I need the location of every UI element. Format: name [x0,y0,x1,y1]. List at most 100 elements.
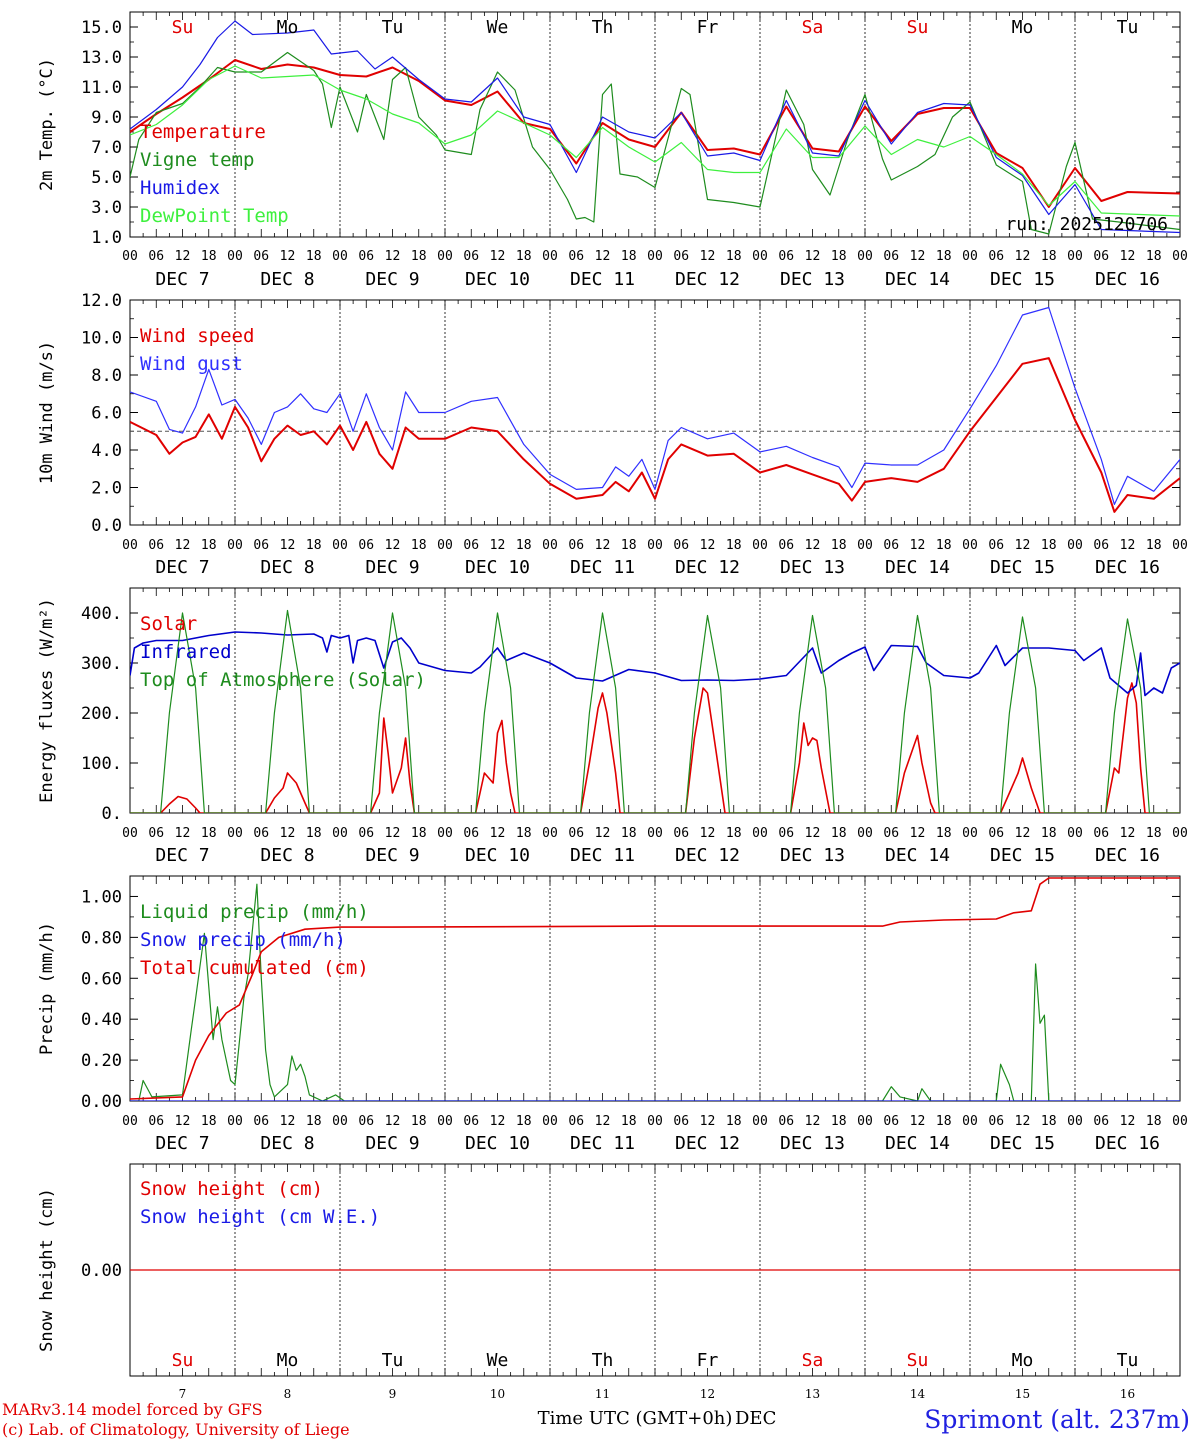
hour-tick-label: 00 [332,249,348,264]
weekday-label-top: Tu [1117,17,1139,38]
hour-tick-label: 06 [358,826,374,841]
hour-tick-label: 00 [752,538,768,553]
hour-tick-label: 00 [332,826,348,841]
weekday-label-top: Su [907,17,929,38]
hour-tick-label: 18 [621,826,637,841]
y-axis-label: Energy fluxes (W/m²) [37,598,57,803]
weekday-label-bottom: Tu [382,1350,404,1371]
hour-tick-label: 06 [883,826,899,841]
hour-tick-label: 06 [1093,249,1109,264]
hour-tick-label: 12 [1120,826,1136,841]
weekday-label-bottom: Su [172,1350,194,1371]
hour-tick-label: 06 [673,249,689,264]
date-label: DEC 14 [885,269,950,290]
hour-tick-label: 18 [936,1114,952,1129]
series-top-of-atmosphere-solar [130,609,1180,813]
date-label: DEC 9 [365,1133,419,1154]
hour-tick-label: 00 [1067,1114,1083,1129]
hour-tick-label: 18 [201,826,217,841]
hour-tick-label: 06 [463,538,479,553]
hour-tick-label: 00 [227,249,243,264]
hour-tick-label: 00 [857,249,873,264]
hour-tick-label: 12 [700,249,716,264]
hour-tick-label: 00 [1172,826,1188,841]
hour-tick-label: 18 [306,1114,322,1129]
date-label: DEC 12 [675,845,740,866]
hour-tick-label: 12 [175,249,191,264]
y-tick-label: 400. [81,604,122,624]
hour-tick-label: 12 [595,249,611,264]
weekday-label-bottom: Th [592,1350,614,1371]
hour-tick-label: 18 [831,826,847,841]
hour-tick-label: 18 [1041,1114,1057,1129]
day-number: 15 [1015,1387,1030,1401]
hour-tick-label: 12 [1015,826,1031,841]
date-label: DEC 15 [990,269,1055,290]
y-tick-label: 12.0 [81,291,122,311]
day-number: 12 [700,1387,715,1401]
y-tick-label: 1.0 [91,228,122,248]
y-axis-label: 2m Temp. (°C) [37,58,57,191]
hour-tick-label: 12 [805,538,821,553]
hour-tick-label: 18 [726,826,742,841]
panel-5: 0.00 Snow height (cm) Snow height (cm) Snow… [37,1163,1181,1377]
hour-tick-label: 06 [883,1114,899,1129]
series-liquid-precip-mm-h [130,883,1180,1101]
hour-tick-label: 18 [306,249,322,264]
weekday-label-top: Mo [1012,17,1034,38]
hour-tick-label: 12 [385,538,401,553]
date-label: DEC 8 [260,269,314,290]
hour-tick-label: 18 [936,538,952,553]
hour-tick-label: 12 [490,538,506,553]
series-total-cumulated-cm [130,877,1180,1100]
weekday-label-top: Tu [382,17,404,38]
legend-entry: Liquid precip (mm/h) [140,901,369,923]
date-label: DEC 11 [570,557,635,578]
y-tick-label: 13.0 [81,48,122,68]
hour-tick-label: 12 [385,1114,401,1129]
hour-tick-label: 06 [778,249,794,264]
hour-tick-label: 18 [411,1114,427,1129]
date-label: DEC 12 [675,1133,740,1154]
hour-tick-label: 18 [201,249,217,264]
hour-tick-label: 00 [332,1114,348,1129]
hour-tick-label: 00 [542,1114,558,1129]
y-tick-label: 11.0 [81,78,122,98]
date-label: DEC 14 [885,845,950,866]
hour-tick-label: 06 [988,826,1004,841]
y-tick-label: 10.0 [81,329,122,349]
legend-entry: Wind gust [140,353,243,375]
hour-tick-label: 00 [332,538,348,553]
y-tick-label: 0.60 [81,969,122,989]
hour-tick-label: 12 [280,826,296,841]
date-label: DEC 15 [990,557,1055,578]
hour-tick-label: 00 [542,249,558,264]
hour-tick-label: 12 [910,249,926,264]
hour-tick-label: 00 [1172,249,1188,264]
series-wind-gust [130,306,1180,505]
date-label: DEC 10 [465,845,530,866]
hour-tick-label: 00 [122,249,138,264]
hour-tick-label: 18 [306,826,322,841]
hour-tick-label: 06 [568,249,584,264]
hour-tick-label: 06 [778,826,794,841]
hour-tick-label: 12 [280,538,296,553]
hour-tick-label: 06 [253,826,269,841]
x-axis-month: DEC [735,1408,776,1429]
hour-tick-label: 18 [831,538,847,553]
date-label: DEC 16 [1095,269,1160,290]
hour-tick-label: 00 [437,1114,453,1129]
y-tick-label: 7.0 [91,138,122,158]
hour-tick-label: 06 [253,538,269,553]
hour-tick-label: 00 [647,249,663,264]
hour-tick-label: 06 [148,1114,164,1129]
x-ticks [129,1164,1181,1376]
hour-tick-label: 06 [1093,1114,1109,1129]
hour-tick-label: 06 [148,249,164,264]
series-solar [130,682,1180,813]
date-label: DEC 12 [675,557,740,578]
hour-tick-label: 06 [253,1114,269,1129]
weekday-label-bottom: Tu [1117,1350,1139,1371]
hour-tick-label: 12 [175,826,191,841]
series-infrared [130,631,1180,697]
